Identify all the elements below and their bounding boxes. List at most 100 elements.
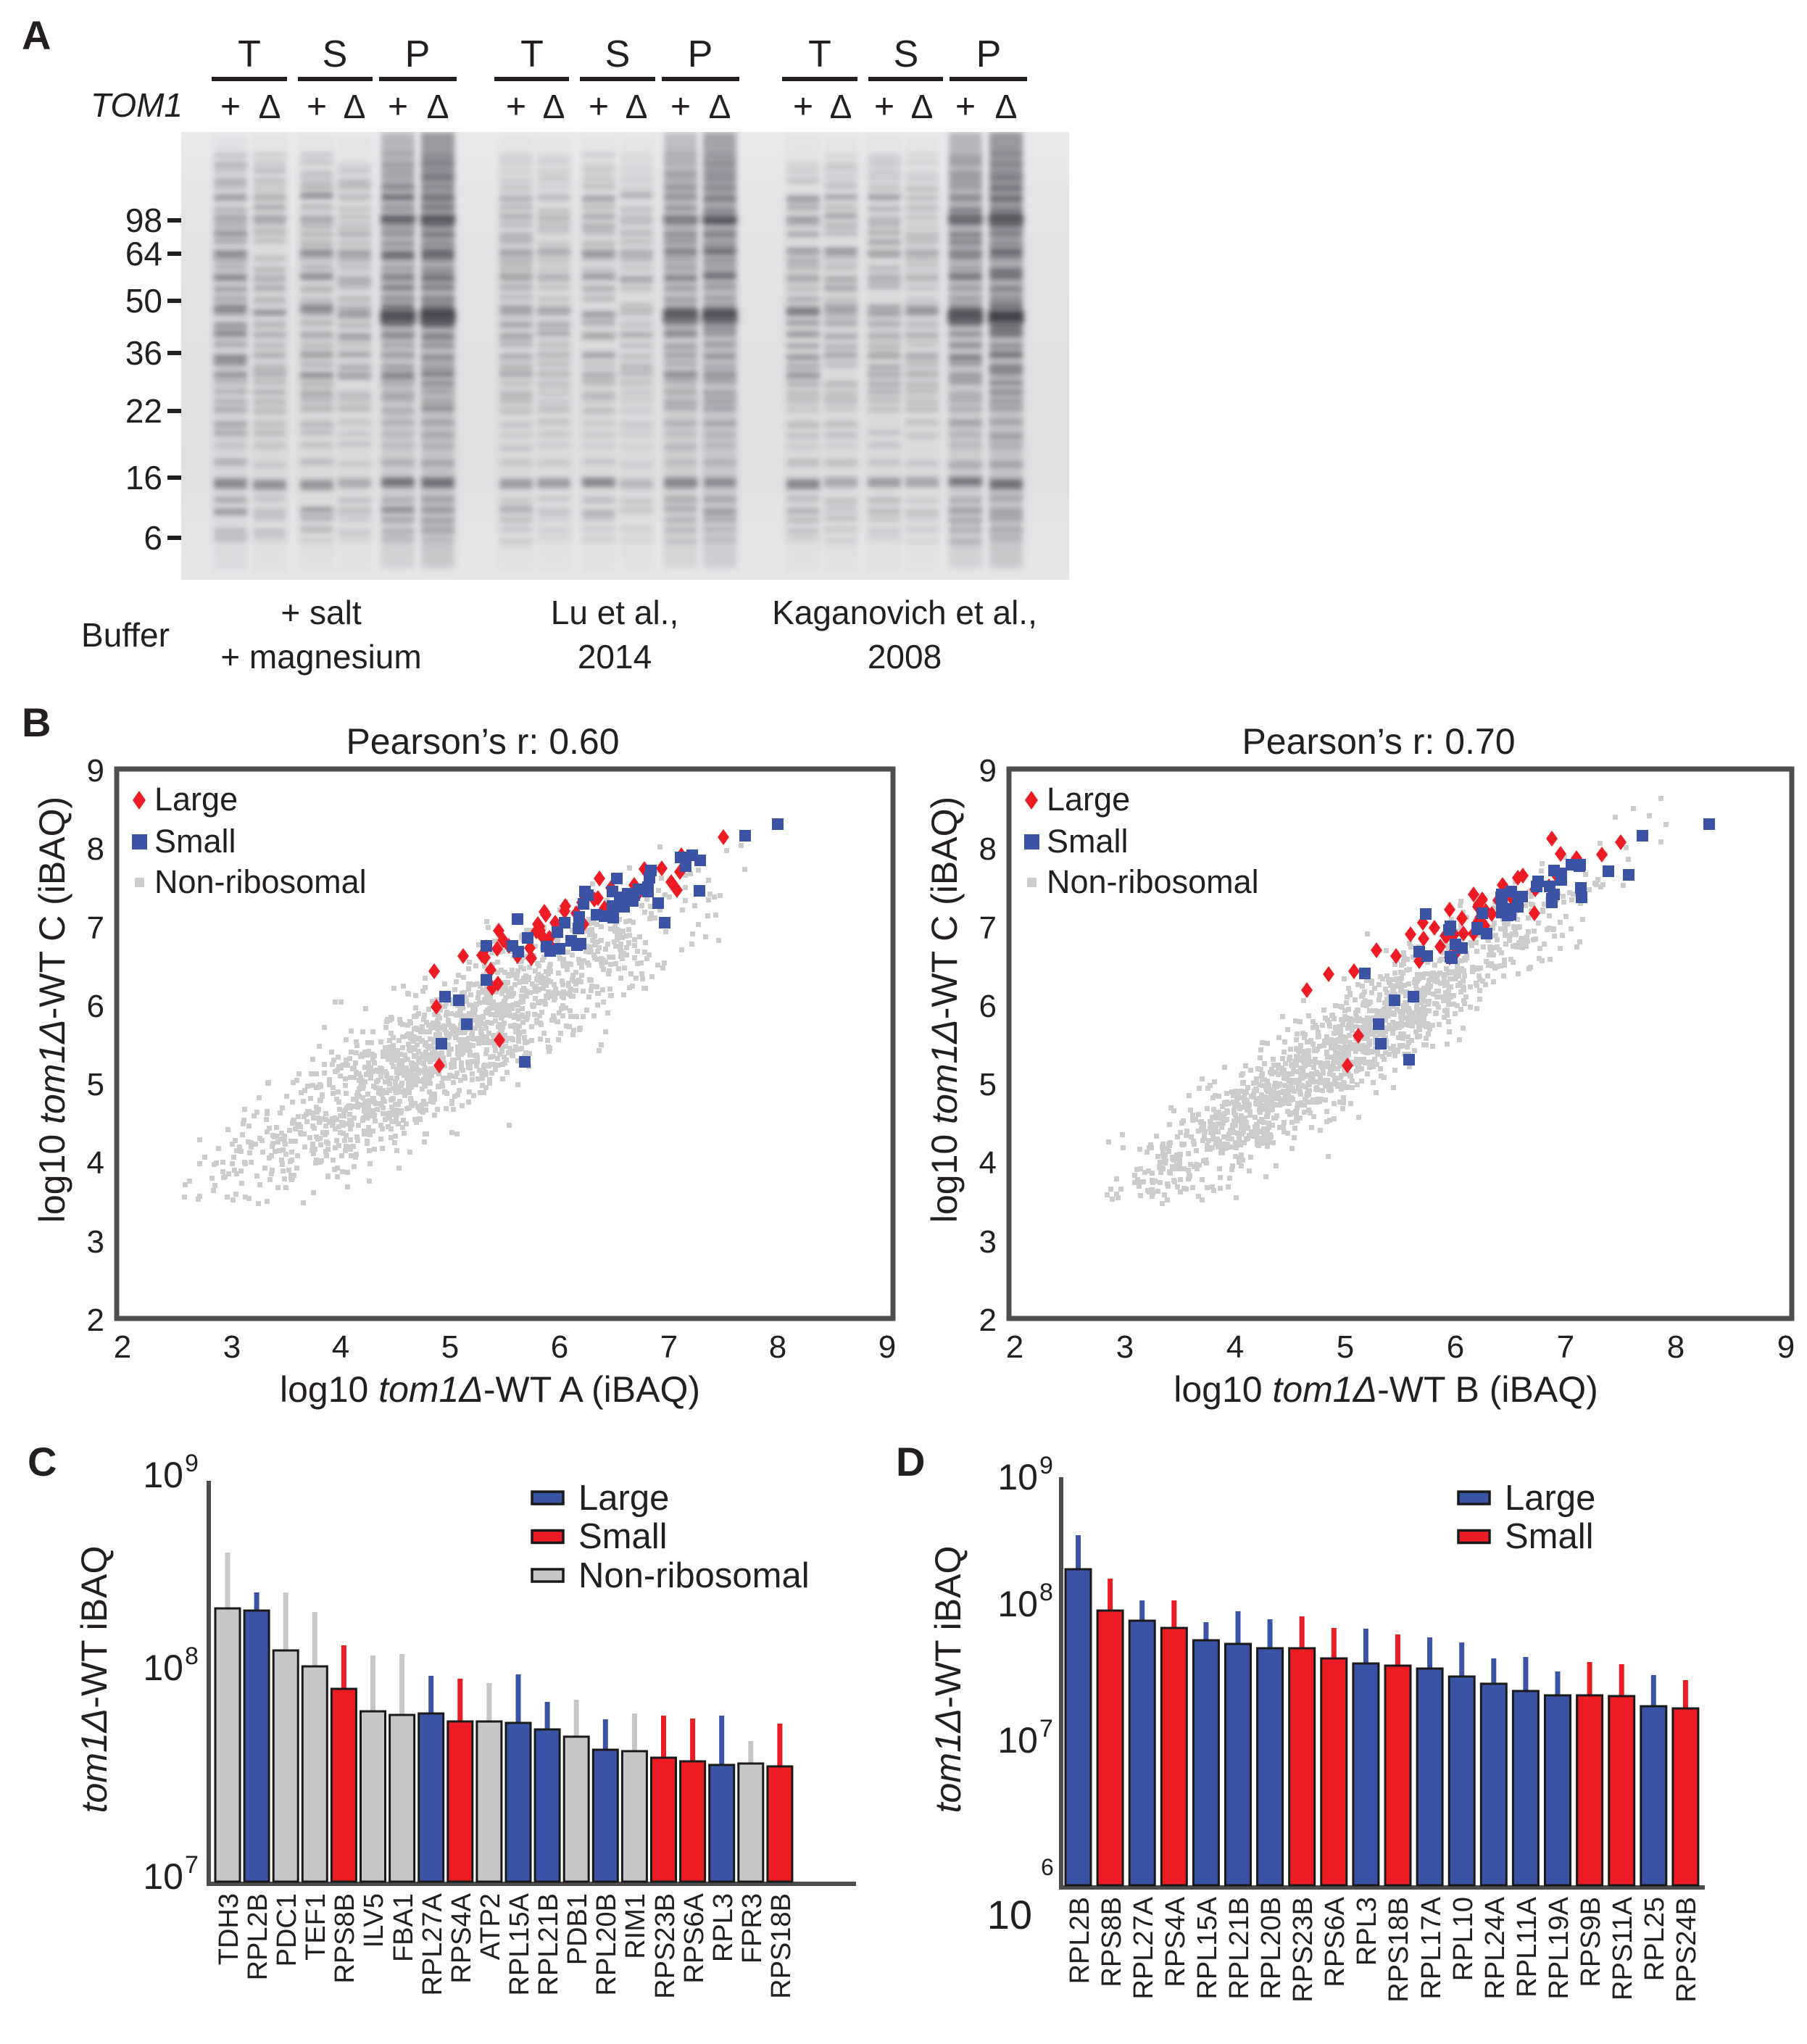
svg-text:6: 6 [1041,1854,1054,1880]
svg-text:P: P [976,33,1002,75]
svg-text:tom1Δ-WT iBAQ: tom1Δ-WT iBAQ [74,1546,115,1814]
svg-text:50: 50 [125,282,162,320]
svg-text:4: 4 [1226,1329,1244,1365]
svg-text:RPS23B: RPS23B [650,1893,681,1999]
svg-text:2014: 2014 [578,638,652,676]
svg-text:Δ: Δ [709,88,731,125]
svg-text:RPS6A: RPS6A [679,1893,710,1983]
svg-text:RPL3: RPL3 [1352,1897,1382,1966]
svg-text:PDC1: PDC1 [272,1893,302,1966]
svg-text:8: 8 [1039,1579,1053,1606]
svg-text:7: 7 [660,1329,678,1365]
svg-text:P: P [405,33,431,75]
svg-text:RPL27A: RPL27A [1129,1896,1159,1999]
svg-text:C: C [28,1439,57,1484]
svg-text:T: T [520,33,544,75]
svg-text:+: + [506,88,526,126]
svg-text:8: 8 [87,831,104,867]
svg-text:Pearson’s r: 0.70: Pearson’s r: 0.70 [1242,721,1515,762]
svg-text:tom1Δ-WT iBAQ: tom1Δ-WT iBAQ [928,1546,968,1814]
svg-text:T: T [238,33,261,75]
svg-text:S: S [894,33,919,75]
svg-text:Δ: Δ [344,88,366,125]
svg-text:Large: Large [1505,1479,1595,1518]
svg-text:Δ: Δ [995,88,1018,125]
svg-text:RPL24A: RPL24A [1480,1896,1511,1999]
svg-text:+: + [220,88,241,126]
svg-text:9: 9 [1039,1452,1053,1479]
svg-text:B: B [22,699,51,745]
svg-text:2: 2 [114,1329,131,1365]
svg-text:4: 4 [87,1145,104,1181]
svg-text:Δ: Δ [427,88,449,125]
svg-text:RPL19A: RPL19A [1544,1896,1574,1999]
svg-text:10: 10 [997,1584,1038,1624]
svg-text:9: 9 [1777,1329,1795,1365]
svg-text:+: + [670,88,691,126]
svg-text:S: S [323,33,348,75]
svg-text:6: 6 [87,989,104,1024]
svg-text:3: 3 [1116,1329,1134,1365]
svg-text:RPS4A: RPS4A [446,1893,477,1983]
svg-text:10: 10 [997,1457,1038,1497]
svg-text:RPL10: RPL10 [1448,1897,1479,1981]
svg-text:RPL3: RPL3 [708,1893,739,1962]
svg-text:Small: Small [154,823,236,860]
svg-text:9: 9 [185,1450,199,1477]
svg-text:+: + [955,88,976,126]
svg-text:RPL20B: RPL20B [1256,1897,1287,2000]
svg-text:Small: Small [1047,823,1129,860]
svg-text:TDH3: TDH3 [214,1893,244,1965]
svg-text:98: 98 [125,202,162,239]
svg-text:Small: Small [1505,1517,1594,1556]
svg-text:10: 10 [143,1856,183,1897]
svg-text:RPL11A: RPL11A [1512,1896,1542,1997]
svg-text:3: 3 [979,1224,997,1260]
svg-text:RPL15A: RPL15A [1192,1896,1223,1999]
svg-text:3: 3 [223,1329,241,1365]
svg-text:T: T [808,33,831,75]
svg-text:Kaganovich et al.,: Kaganovich et al., [772,594,1037,631]
svg-text:log10 tom1Δ-WT A (iBAQ): log10 tom1Δ-WT A (iBAQ) [280,1369,700,1410]
svg-text:D: D [896,1439,925,1484]
svg-text:P: P [688,33,713,75]
svg-text:8: 8 [185,1642,199,1670]
svg-text:9: 9 [878,1329,896,1365]
svg-text:FBA1: FBA1 [389,1893,419,1962]
svg-text:RPS23B: RPS23B [1288,1897,1318,2003]
svg-text:+: + [793,88,813,126]
svg-text:6: 6 [979,989,997,1024]
svg-text:RPL25: RPL25 [1640,1897,1670,1981]
svg-text:RPS8B: RPS8B [330,1893,360,1984]
svg-text:36: 36 [125,334,162,372]
svg-text:RPS9B: RPS9B [1576,1897,1606,1987]
svg-text:4: 4 [979,1145,997,1181]
svg-text:10: 10 [143,1455,183,1495]
svg-text:+ salt: + salt [281,594,361,631]
svg-text:RPL27A: RPL27A [418,1893,448,1995]
svg-text:5: 5 [1337,1329,1354,1365]
svg-text:RPL2B: RPL2B [1065,1897,1095,1984]
svg-text:10: 10 [143,1648,183,1688]
svg-text:4: 4 [332,1329,349,1365]
svg-text:S: S [605,33,631,75]
svg-text:7: 7 [185,1851,199,1879]
svg-text:RPS18B: RPS18B [1384,1897,1414,2003]
svg-text:64: 64 [125,235,162,273]
svg-text:2: 2 [1006,1329,1023,1365]
svg-text:Small: Small [578,1517,668,1556]
svg-text:Buffer: Buffer [81,616,170,654]
svg-text:Large: Large [1047,781,1130,818]
svg-text:RPL2B: RPL2B [243,1893,273,1980]
svg-text:RPS4A: RPS4A [1160,1896,1191,1987]
svg-text:7: 7 [87,910,104,946]
svg-text:10: 10 [997,1720,1038,1761]
svg-text:log10 tom1Δ-WT B (iBAQ): log10 tom1Δ-WT B (iBAQ) [1173,1369,1598,1410]
svg-text:TOM1: TOM1 [91,86,183,124]
svg-text:Δ: Δ [543,88,565,125]
svg-text:16: 16 [125,459,162,497]
svg-text:Non-ribosomal: Non-ribosomal [154,863,367,900]
svg-text:RPS18B: RPS18B [766,1893,797,1999]
svg-text:RPS8B: RPS8B [1097,1897,1127,1987]
svg-text:ATP2: ATP2 [475,1893,506,1960]
